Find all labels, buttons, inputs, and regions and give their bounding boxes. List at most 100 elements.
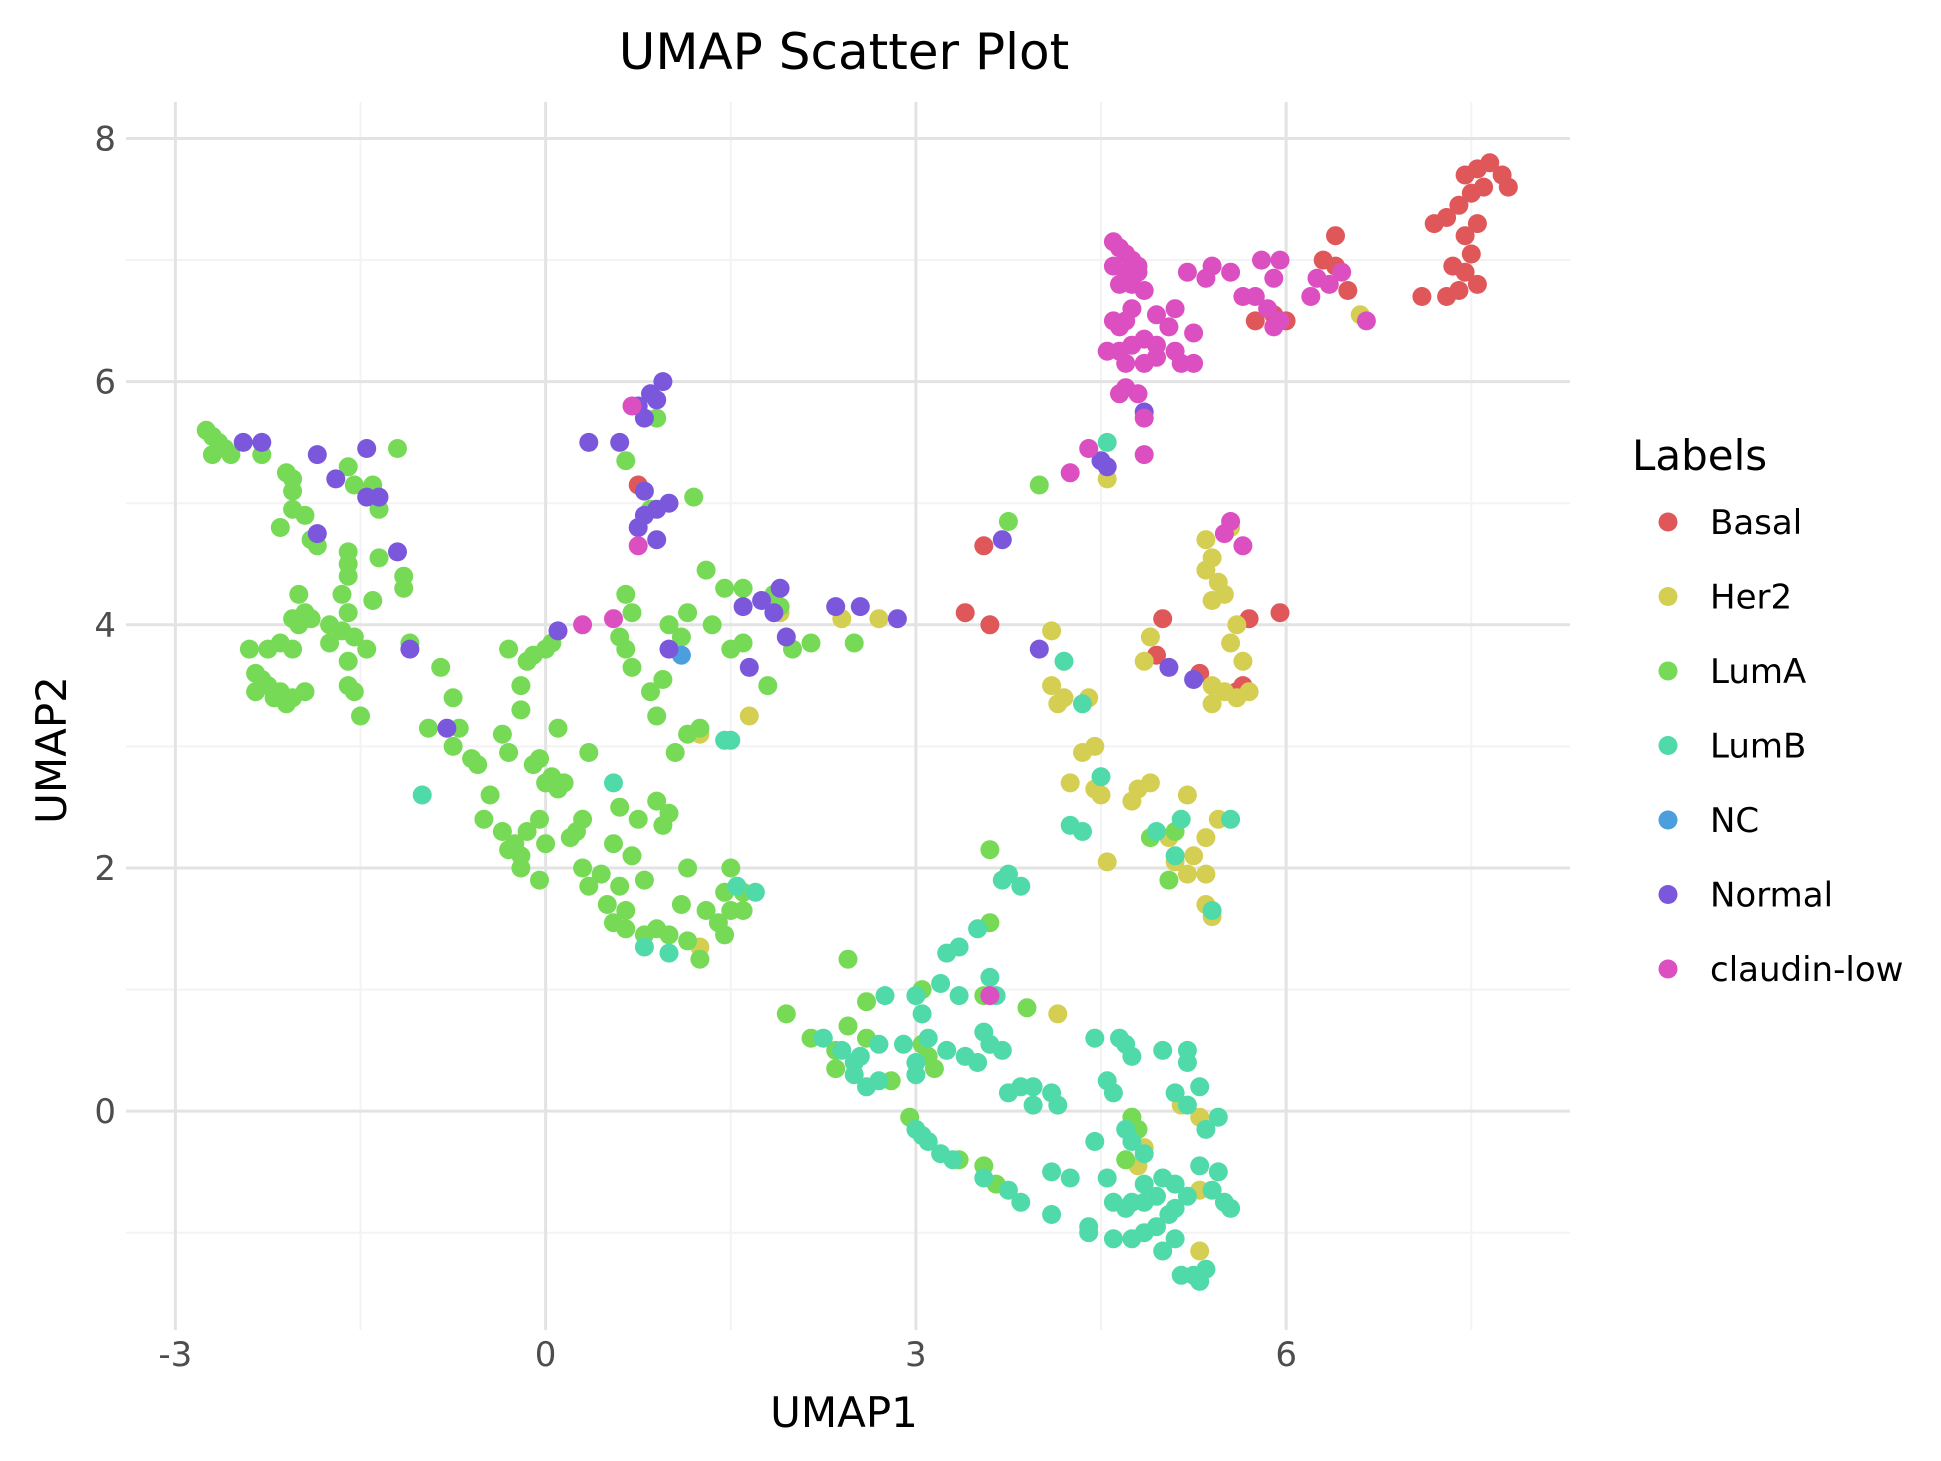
point-luma <box>289 615 309 635</box>
point-lumb <box>1177 1095 1197 1115</box>
point-her2 <box>1048 694 1068 714</box>
point-lumb <box>1023 1077 1043 1097</box>
legend: Labels Basal Her2 LumA LumB NC Normal claudin-… <box>1632 431 1903 990</box>
point-her2 <box>1221 633 1241 653</box>
point-luma <box>338 566 358 586</box>
chart-title: UMAP Scatter Plot <box>619 23 1070 81</box>
point-basal <box>1455 262 1475 282</box>
point-normal <box>1159 657 1179 677</box>
point-lumb <box>634 937 654 957</box>
point-basal <box>1449 195 1469 215</box>
point-lumb <box>1085 1028 1105 1048</box>
y-tick-label: 4 <box>94 606 116 646</box>
point-lumb <box>894 1034 913 1054</box>
point-claudin-low <box>1134 281 1154 300</box>
point-lumb <box>998 1180 1018 1200</box>
point-lumb <box>1116 1119 1136 1139</box>
point-lumb <box>980 967 1000 987</box>
point-lumb <box>659 943 679 963</box>
point-basal <box>1338 281 1358 300</box>
point-normal <box>369 487 389 507</box>
legend-label-luma: LumA <box>1710 652 1806 692</box>
point-basal <box>1455 226 1475 246</box>
point-basal <box>974 536 994 556</box>
point-her2 <box>1196 864 1216 884</box>
point-her2 <box>1190 1241 1210 1261</box>
point-lumb <box>1221 1198 1241 1218</box>
point-luma <box>665 743 685 762</box>
point-lumb <box>721 730 741 750</box>
point-lumb <box>1196 1259 1216 1279</box>
point-lumb <box>949 937 969 957</box>
point-luma <box>604 834 623 854</box>
legend-swatch-nc <box>1658 810 1678 830</box>
point-luma <box>684 487 704 507</box>
point-normal <box>776 627 796 647</box>
point-her2 <box>1233 651 1253 671</box>
point-basal <box>1326 226 1345 246</box>
point-lumb <box>1060 1168 1080 1188</box>
point-luma <box>536 834 556 854</box>
legend-label-basal: Basal <box>1710 503 1802 543</box>
point-luma <box>258 639 278 659</box>
point-luma <box>369 548 389 568</box>
point-her2 <box>1202 591 1222 610</box>
point-luma <box>530 749 549 769</box>
point-luma <box>715 925 735 945</box>
point-her2 <box>1177 864 1197 884</box>
point-luma <box>517 822 537 841</box>
point-luma <box>388 439 407 458</box>
legend-label-lumb: LumB <box>1710 727 1806 767</box>
point-lumb <box>931 974 951 993</box>
point-lumb <box>949 986 969 1006</box>
point-claudin-low <box>1233 536 1253 556</box>
point-luma <box>1029 475 1049 495</box>
point-lumb <box>1165 1083 1185 1103</box>
point-luma <box>338 457 358 477</box>
point-luma <box>344 475 364 495</box>
point-luma <box>838 949 858 969</box>
legend-swatch-normal <box>1658 885 1678 904</box>
point-luma <box>659 615 679 635</box>
point-normal <box>733 597 753 617</box>
legend-label-nc: NC <box>1710 801 1759 841</box>
point-claudin-low <box>1165 299 1185 319</box>
point-lumb <box>1147 1186 1166 1206</box>
legend-label-normal: Normal <box>1710 876 1833 916</box>
point-luma <box>474 809 494 829</box>
point-luma <box>690 949 710 969</box>
point-luma <box>671 627 691 647</box>
point-basal <box>1437 287 1457 306</box>
point-luma <box>283 481 303 501</box>
point-normal <box>634 408 654 428</box>
legend-title: Labels <box>1632 431 1767 480</box>
point-lumb <box>1196 1119 1216 1139</box>
point-luma <box>221 445 241 465</box>
point-luma <box>998 512 1018 531</box>
point-luma <box>530 809 549 829</box>
point-claudin-low <box>1110 274 1129 294</box>
legend-label-claudin-low: claudin-low <box>1710 950 1903 990</box>
point-basal <box>1467 274 1487 294</box>
point-normal <box>887 609 907 629</box>
point-luma <box>289 584 309 604</box>
legend-swatch-her2 <box>1658 587 1678 606</box>
point-basal <box>1245 311 1265 331</box>
point-normal <box>326 469 346 489</box>
point-normal <box>579 432 599 452</box>
point-normal <box>752 591 772 610</box>
point-luma <box>511 700 531 720</box>
point-claudin-low <box>1116 353 1136 373</box>
point-claudin-low <box>1245 287 1265 306</box>
point-luma <box>295 682 315 702</box>
point-claudin-low <box>1159 317 1179 337</box>
point-lumb <box>918 1028 938 1048</box>
point-lumb <box>604 773 623 793</box>
point-claudin-low <box>1147 305 1166 325</box>
point-normal <box>357 439 377 458</box>
point-luma <box>622 846 642 866</box>
point-lumb <box>1134 1174 1154 1194</box>
point-lumb <box>1221 809 1241 829</box>
point-her2 <box>1196 560 1216 580</box>
point-luma <box>338 603 358 623</box>
